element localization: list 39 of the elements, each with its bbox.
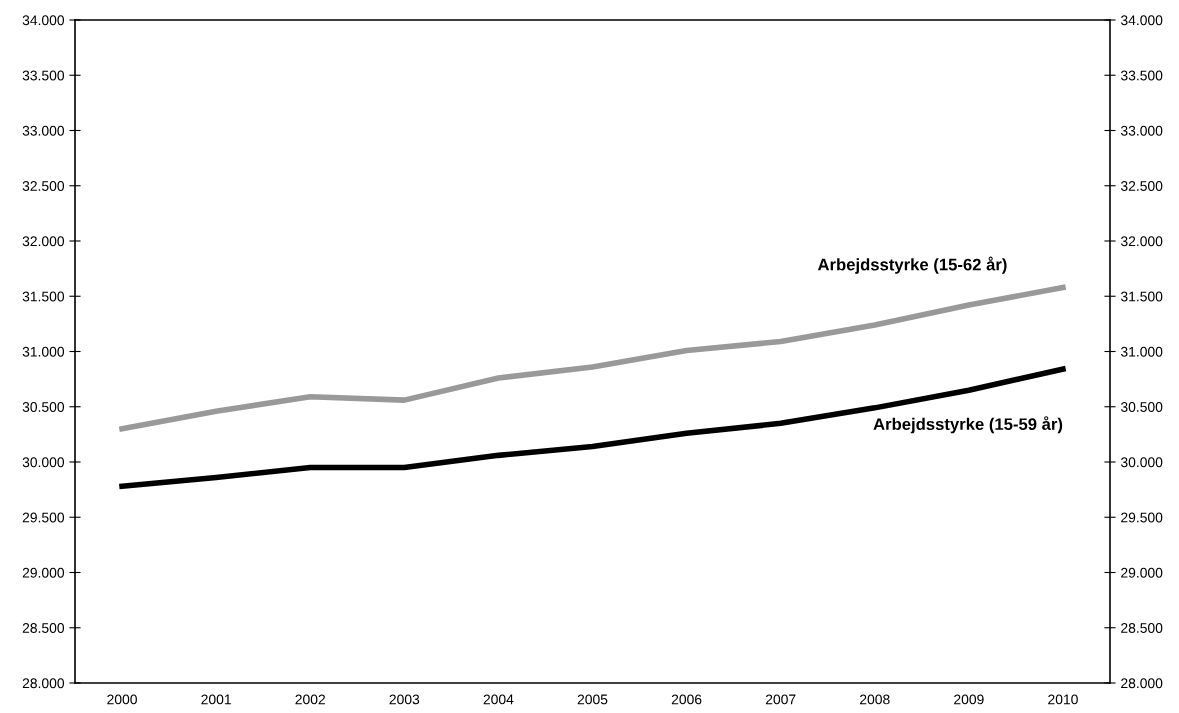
x-tick-label: 2003 — [389, 694, 420, 705]
y2-tick-label: 30.500 — [1120, 402, 1163, 412]
x-tick-label: 2010 — [1048, 694, 1078, 705]
y2-tick-label: 30.000 — [1120, 457, 1163, 468]
x-tick-label: 2000 — [107, 694, 137, 705]
y2-tick-label: 31.500 — [1120, 291, 1163, 302]
x-tick-label: 2008 — [860, 694, 890, 705]
y2-tick-label: 29.500 — [1121, 512, 1163, 523]
x-tick-label: 2004 — [483, 694, 514, 705]
y-tick-label: 32.500 — [22, 181, 65, 191]
x-tick-label: 2002 — [295, 694, 325, 705]
series-label: Arbejdsstyrke (15-59 år) — [873, 416, 1063, 434]
y-tick-label: 31.000 — [22, 346, 65, 357]
y-tick-label: 29.000 — [22, 567, 65, 578]
y-tick-label: 29.500 — [22, 512, 65, 523]
y2-tick-label: 28.500 — [1121, 623, 1163, 633]
x-tick-label: 2006 — [671, 694, 702, 705]
y-tick-label: 28.000 — [22, 678, 65, 689]
x-tick-label: 2009 — [954, 694, 984, 705]
x-tick-label: 2001 — [201, 694, 231, 705]
y2-tick-label: 33.000 — [1120, 125, 1163, 136]
y-tick-label: 32.000 — [22, 236, 65, 247]
series-label: Arbejdsstyrke (15-62 år) — [817, 256, 1007, 274]
y2-tick-label: 32.500 — [1120, 181, 1163, 191]
y-tick-label: 30.000 — [22, 457, 65, 468]
x-tick-label: 2005 — [577, 694, 608, 705]
y-tick-label: 30.500 — [22, 402, 65, 412]
y-tick-label: 31.500 — [22, 291, 65, 302]
y-tick-label: 28.500 — [22, 623, 65, 633]
y-tick-label: 33.500 — [22, 70, 65, 81]
y2-tick-label: 32.000 — [1120, 236, 1163, 247]
y2-tick-label: 31.000 — [1120, 346, 1163, 357]
y2-tick-label: 29.000 — [1121, 567, 1163, 578]
x-tick-label: 2007 — [765, 694, 796, 705]
y-tick-label: 33.000 — [22, 125, 65, 136]
y2-tick-label: 33.500 — [1120, 70, 1163, 81]
y2-tick-label: 34.000 — [1120, 15, 1163, 26]
y2-tick-label: 28.000 — [1121, 678, 1163, 689]
y-tick-label: 34.000 — [22, 15, 65, 26]
